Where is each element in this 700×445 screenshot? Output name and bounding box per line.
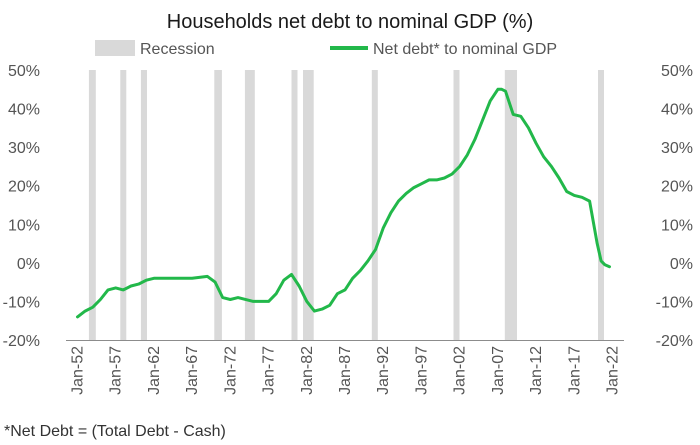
recession-band-7 [371,70,378,340]
y-tick-left-0: 50% [8,63,40,80]
y-axis-right: 50% 40% 30% 20% 10% 0% -10% -20% [656,63,693,350]
x-tick-14: Jan-22 [605,346,622,395]
recession-band-0 [88,70,96,340]
y-tick-left-6: -10% [3,294,40,311]
y-axis-left: 50% 40% 30% 20% 10% 0% -10% -20% [3,63,40,350]
x-tick-13: Jan-17 [566,346,583,395]
x-tick-7: Jan-87 [337,346,354,395]
legend-label-recession: Recession [140,41,215,58]
y-tick-right-0: 50% [661,63,693,80]
recession-band-5 [291,70,298,340]
x-tick-1: Jan-57 [108,346,125,395]
y-tick-right-4: 10% [661,217,693,234]
legend: Recession Net debt* to nominal GDP [95,40,557,58]
y-tick-left-4: 10% [8,217,40,234]
recession-band-9 [504,70,517,340]
y-tick-right-2: 30% [661,140,693,157]
recession-band-10 [598,70,604,340]
y-tick-left-3: 20% [8,179,40,196]
y-tick-right-3: 20% [661,179,693,196]
x-tick-0: Jan-52 [70,346,87,395]
y-tick-left-1: 40% [8,102,40,119]
y-tick-right-6: -10% [656,294,693,311]
recession-band-1 [120,70,127,340]
y-tick-right-1: 40% [661,102,693,119]
recession-band-2 [140,70,147,340]
y-tick-left-5: 0% [17,256,40,273]
recession-band-3 [214,70,222,340]
chart-title: Households net debt to nominal GDP (%) [167,11,534,33]
x-tick-9: Jan-97 [413,346,430,395]
recession-band-8 [453,70,460,340]
x-tick-12: Jan-12 [528,346,545,395]
series-line-0 [76,87,611,319]
x-tick-8: Jan-92 [375,346,392,395]
series-layer [76,87,611,319]
x-tick-4: Jan-72 [222,346,239,395]
x-tick-10: Jan-02 [452,346,469,395]
y-tick-left-7: -20% [3,333,40,350]
x-axis: Jan-52 Jan-57 Jan-62 Jan-67 Jan-72 Jan-77 Jan-… [66,340,624,395]
recession-bands [88,70,604,340]
legend-label-series: Net debt* to nominal GDP [373,41,557,58]
recession-band-6 [303,70,314,340]
x-tick-3: Jan-67 [184,346,201,395]
legend-swatch-recession [95,40,135,56]
x-tick-5: Jan-77 [261,346,278,395]
recession-band-4 [244,70,255,340]
y-tick-right-5: 0% [670,256,693,273]
y-tick-right-7: -20% [656,333,693,350]
x-tick-2: Jan-62 [146,346,163,395]
footnote: *Net Debt = (Total Debt - Cash) [4,423,226,440]
x-tick-11: Jan-07 [490,346,507,395]
y-tick-left-2: 30% [8,140,40,157]
x-tick-6: Jan-82 [299,346,316,395]
